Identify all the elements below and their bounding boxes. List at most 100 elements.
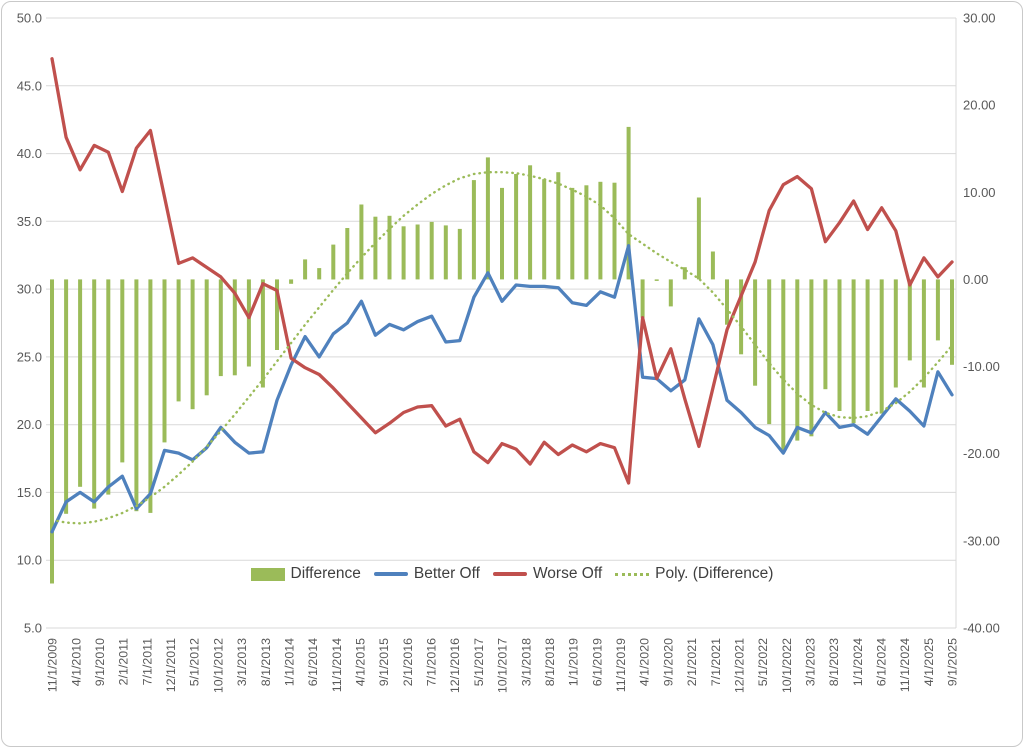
x-axis-tick-label: 5/1/2022	[756, 638, 770, 686]
legend-item-poly-difference[interactable]: Poly. (Difference)	[615, 565, 773, 583]
x-axis-tick-label: 12/1/2021	[732, 638, 746, 693]
x-axis-tick-label: 4/1/2020	[638, 638, 652, 686]
x-axis-tick-label: 11/1/2019	[614, 638, 628, 692]
left-axis-tick-label: 20.0	[17, 417, 42, 432]
left-axis-tick-label: 5.0	[24, 621, 42, 636]
right-axis-tick-label: 0.00	[963, 272, 988, 287]
poly-trendline	[50, 170, 954, 525]
right-axis-tick-label: 30.00	[963, 11, 996, 26]
difference-bar	[725, 279, 729, 325]
difference-bar	[275, 279, 279, 350]
difference-bar	[668, 279, 673, 307]
difference-bar	[570, 187, 575, 280]
difference-bar	[795, 279, 800, 441]
x-axis-tick-label: 2/1/2016	[401, 638, 415, 686]
difference-bar	[640, 279, 645, 318]
x-axis-tick-label: 10/1/2017	[496, 638, 510, 693]
difference-bar	[106, 279, 111, 495]
x-axis-tick-label: 9/1/2010	[93, 638, 107, 686]
poly-trendline-swatch-icon	[615, 572, 650, 576]
difference-bar	[190, 279, 195, 410]
right-axis-tick-label: 20.00	[963, 98, 996, 113]
x-axis-tick-label: 5/1/2012	[188, 638, 202, 686]
chart-legend: Difference Better Off Worse Off Poly. (D…	[0, 565, 1024, 583]
difference-bar	[837, 279, 842, 411]
left-axis-tick-label: 40.0	[17, 146, 42, 161]
left-axis-tick-label: 15.0	[17, 485, 42, 500]
legend-item-difference[interactable]: Difference	[250, 565, 361, 583]
right-axis-tick-label: 10.00	[963, 185, 996, 200]
x-axis-tick-label: 11/1/2024	[898, 638, 912, 692]
legend-label-worse-off: Worse Off	[532, 565, 603, 582]
x-axis-tick-label: 7/1/2021	[709, 638, 723, 686]
difference-bar	[696, 197, 701, 280]
x-axis-tick-label: 5/1/2017	[472, 638, 486, 686]
right-axis-tick-label: -20.00	[963, 446, 1000, 461]
difference-bar	[893, 279, 898, 388]
difference-bar	[289, 279, 294, 284]
difference-bar	[514, 174, 519, 280]
difference-bar	[781, 279, 786, 452]
right-axis-tick-label: -10.00	[963, 359, 1000, 374]
difference-bar-swatch-icon	[250, 567, 285, 581]
x-axis-tick-label: 3/1/2018	[519, 638, 533, 686]
difference-bar	[78, 279, 83, 487]
legend-item-worse-off[interactable]: Worse Off	[492, 565, 603, 583]
legend-label-better-off: Better Off	[413, 565, 480, 582]
difference-bar	[584, 185, 589, 280]
x-axis-tick-label: 2/1/2021	[685, 638, 699, 686]
difference-bar	[331, 244, 336, 280]
difference-bar	[935, 279, 940, 341]
difference-bar	[373, 216, 378, 280]
difference-bar	[950, 279, 954, 365]
difference-bar	[162, 279, 167, 443]
right-axis-tick-label: -30.00	[963, 533, 1000, 548]
left-axis-tick-label: 50.0	[17, 11, 42, 26]
difference-bar	[500, 187, 504, 280]
x-axis-tick-label: 9/1/2020	[661, 638, 675, 686]
x-axis-tick-label: 10/1/2022	[780, 638, 794, 693]
x-axis-tick-label: 1/1/2014	[282, 638, 296, 686]
right-axis-tick-label: -40.00	[963, 621, 1000, 636]
difference-bar	[317, 268, 322, 280]
difference-bar	[471, 180, 476, 280]
legend-item-better-off[interactable]: Better Off	[373, 565, 480, 583]
difference-bar	[148, 279, 153, 513]
difference-bar	[92, 279, 97, 509]
difference-bar	[851, 279, 856, 424]
x-axis-tick-label: 9/1/2015	[377, 638, 391, 686]
x-axis-tick-label: 4/1/2025	[922, 638, 936, 686]
x-axis-tick-label: 4/1/2015	[354, 638, 368, 686]
difference-bar	[303, 259, 308, 280]
difference-bar	[401, 226, 406, 280]
left-axis-tick-label: 25.0	[17, 349, 42, 364]
difference-bar	[809, 279, 814, 437]
difference-bar	[218, 279, 223, 377]
difference-bar	[120, 279, 125, 463]
worse-off-line-swatch-icon	[492, 572, 527, 576]
difference-bar	[823, 279, 828, 390]
x-axis-tick-label: 1/1/2024	[851, 638, 865, 686]
difference-bar	[598, 181, 603, 280]
x-axis-tick-label: 9/1/2025	[946, 638, 960, 686]
x-axis-tick-label: 8/1/2023	[827, 638, 841, 686]
x-axis-tick-label: 7/1/2016	[425, 638, 439, 686]
x-axis-tick-label: 6/1/2014	[306, 638, 320, 686]
difference-bar	[134, 279, 139, 512]
difference-bar	[260, 279, 265, 388]
better-off-line	[50, 244, 954, 534]
difference-bar	[921, 279, 926, 388]
difference-bar	[485, 157, 490, 280]
x-axis-tick-label: 6/1/2019	[590, 638, 604, 686]
x-axis-tick-label: 11/1/2009	[46, 638, 60, 692]
difference-bar	[542, 179, 547, 280]
x-axis-tick-label: 3/1/2023	[804, 638, 818, 686]
x-axis-tick-label: 8/1/2013	[259, 638, 273, 686]
difference-bar	[739, 279, 744, 355]
difference-bar	[50, 279, 54, 584]
x-axis-tick-label: 1/1/2019	[567, 638, 581, 686]
difference-bar	[387, 215, 392, 280]
difference-bar	[359, 204, 364, 280]
